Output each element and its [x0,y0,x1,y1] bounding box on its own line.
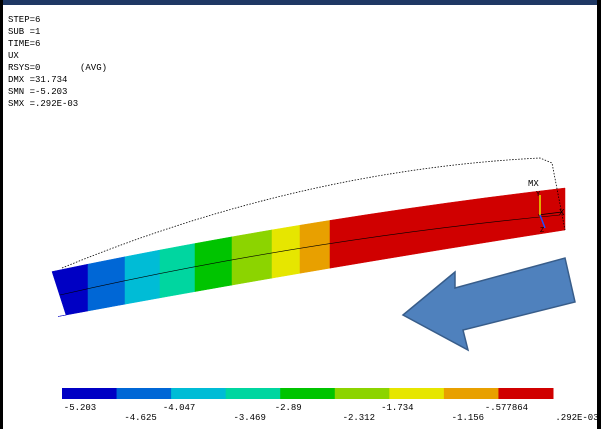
info-line: STEP=6 [8,15,40,25]
legend-swatch [335,388,390,399]
top-border [0,0,601,5]
legend-swatch [117,388,172,399]
legend-swatch [280,388,335,399]
max-label: MX [528,179,539,189]
left-border [0,0,3,429]
beam-band [88,257,125,311]
legend-label: -5.203 [64,403,96,413]
info-line: RSYS=0 [8,63,40,73]
legend-label: -1.156 [452,413,484,423]
legend-label: -2.312 [343,413,375,423]
legend-swatch [498,388,553,399]
info-line: SMN =-5.203 [8,87,67,97]
legend-label: -1.734 [381,403,413,413]
legend-label: -2.89 [275,403,302,413]
legend-swatch [444,388,499,399]
legend-swatch [62,388,117,399]
legend-swatch [226,388,281,399]
info-line: UX [8,51,19,61]
beam-band [272,225,300,278]
info-line: SUB =1 [8,27,40,37]
beam-band [300,220,330,273]
beam-band [195,237,232,292]
info-line: TIME=6 [8,39,40,49]
beam-band [160,243,195,297]
right-border [597,0,601,429]
info-line: DMX =31.734 [8,75,67,85]
ansys-result-view: STEP=6 SUB =1 TIME=6 UX RSYS=0 DMX =31.734 SMN… [0,0,601,429]
axis-x-label: X [559,208,565,218]
legend-label: -4.625 [124,413,156,423]
legend-label: -3.469 [233,413,265,423]
legend-swatch [171,388,226,399]
info-line: SMX =.292E-03 [8,99,78,109]
avg-label: (AVG) [80,63,107,73]
axis-z-label: Z [540,227,544,235]
legend-label: .292E-03 [555,413,598,423]
legend-label: -.577864 [485,403,528,413]
legend-swatch [389,388,444,399]
legend-label: -4.047 [163,403,195,413]
beam-band [232,230,272,285]
